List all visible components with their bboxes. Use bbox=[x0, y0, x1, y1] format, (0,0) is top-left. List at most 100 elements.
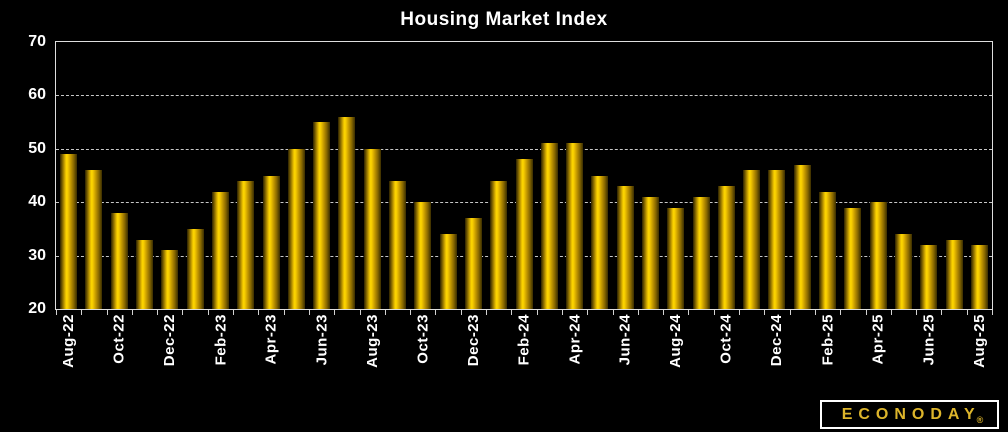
bar-Oct-24 bbox=[717, 186, 735, 309]
bar-Nov-23 bbox=[439, 234, 457, 309]
x-tick bbox=[182, 310, 183, 315]
y-axis-label-60: 60 bbox=[28, 86, 46, 104]
x-axis-label-Feb-25: Feb-25 bbox=[819, 314, 837, 366]
bar-Apr-25 bbox=[869, 202, 887, 309]
registered-trademark-icon: ® bbox=[976, 415, 984, 425]
x-axis-label-Oct-23: Oct-23 bbox=[414, 314, 432, 364]
bar-Jun-25 bbox=[920, 244, 938, 309]
x-tick bbox=[410, 310, 411, 315]
x-axis-label-Aug-24: Aug-24 bbox=[667, 314, 685, 368]
x-tick bbox=[511, 310, 512, 315]
x-tick bbox=[941, 310, 942, 315]
bar-Feb-23 bbox=[211, 191, 229, 309]
x-axis-ticks bbox=[56, 310, 993, 316]
bar-Aug-23 bbox=[363, 148, 381, 309]
bar-May-24 bbox=[591, 175, 609, 309]
y-axis-label-30: 30 bbox=[28, 246, 46, 264]
chart-title: Housing Market Index bbox=[400, 9, 608, 30]
x-tick bbox=[688, 310, 689, 315]
x-tick bbox=[866, 310, 867, 315]
bar-Apr-23 bbox=[262, 175, 280, 309]
bar-Sep-23 bbox=[389, 180, 406, 309]
x-axis-label-Oct-22: Oct-22 bbox=[110, 314, 128, 364]
bar-Oct-23 bbox=[414, 202, 432, 309]
x-axis-label-Feb-23: Feb-23 bbox=[211, 314, 229, 366]
bar-Aug-24 bbox=[667, 207, 685, 309]
bar-Nov-22 bbox=[136, 239, 154, 309]
bar-Jan-25 bbox=[793, 164, 811, 309]
x-axis-label-Jun-24: Jun-24 bbox=[616, 314, 634, 366]
x-tick bbox=[916, 310, 917, 315]
bar-Sep-24 bbox=[692, 196, 710, 309]
x-tick bbox=[132, 310, 133, 315]
x-tick bbox=[81, 310, 82, 315]
gridline-60 bbox=[56, 95, 992, 97]
x-tick bbox=[56, 310, 57, 315]
bar-Dec-22 bbox=[161, 250, 179, 309]
x-tick bbox=[334, 310, 335, 315]
bar-Dec-24 bbox=[768, 170, 786, 309]
bar-May-25 bbox=[894, 234, 912, 309]
x-tick bbox=[360, 310, 361, 315]
x-axis-label-Jun-23: Jun-23 bbox=[313, 314, 331, 366]
x-tick bbox=[385, 310, 386, 315]
x-tick bbox=[562, 310, 563, 315]
x-axis-label-Aug-22: Aug-22 bbox=[60, 314, 78, 368]
bar-Jul-23 bbox=[338, 116, 356, 309]
x-axis-label-Dec-24: Dec-24 bbox=[768, 314, 786, 367]
x-axis-label-Feb-24: Feb-24 bbox=[515, 314, 533, 366]
bar-Feb-24 bbox=[515, 159, 533, 309]
x-tick bbox=[107, 310, 108, 315]
x-tick bbox=[284, 310, 285, 315]
x-tick bbox=[815, 310, 816, 315]
plot-area bbox=[55, 41, 993, 310]
x-axis-label-Oct-24: Oct-24 bbox=[717, 314, 735, 364]
econoday-logo: ECONODAY ® bbox=[820, 400, 999, 429]
x-tick bbox=[461, 310, 462, 315]
x-axis-label-Dec-23: Dec-23 bbox=[464, 314, 482, 367]
bar-Nov-24 bbox=[743, 170, 761, 309]
x-tick bbox=[663, 310, 664, 315]
bar-Jan-23 bbox=[186, 228, 204, 309]
bar-Jul-24 bbox=[641, 196, 659, 309]
bar-Jan-24 bbox=[490, 180, 508, 309]
bar-Aug-22 bbox=[60, 154, 78, 309]
bar-Sep-22 bbox=[85, 170, 103, 309]
x-tick bbox=[967, 310, 968, 315]
x-tick bbox=[208, 310, 209, 315]
x-tick bbox=[992, 310, 993, 315]
x-tick bbox=[157, 310, 158, 315]
x-axis-label-Dec-22: Dec-22 bbox=[161, 314, 179, 367]
x-axis-label-Apr-23: Apr-23 bbox=[262, 314, 280, 365]
x-axis-label-Jun-25: Jun-25 bbox=[920, 314, 938, 366]
bar-Jun-24 bbox=[616, 186, 634, 309]
x-tick bbox=[309, 310, 310, 315]
y-axis-label-40: 40 bbox=[28, 193, 46, 211]
x-axis-label-Aug-23: Aug-23 bbox=[363, 314, 381, 368]
bar-Mar-25 bbox=[844, 207, 862, 309]
bar-Feb-25 bbox=[819, 191, 837, 309]
x-tick bbox=[739, 310, 740, 315]
x-tick bbox=[638, 310, 639, 315]
x-tick bbox=[790, 310, 791, 315]
bar-Mar-24 bbox=[540, 143, 558, 309]
bar-Jul-25 bbox=[945, 239, 963, 309]
x-axis-label-Aug-25: Aug-25 bbox=[970, 314, 988, 368]
bar-May-23 bbox=[287, 148, 305, 309]
econoday-logo-text: ECONODAY bbox=[841, 405, 981, 423]
y-axis-label-70: 70 bbox=[28, 33, 46, 50]
x-tick bbox=[233, 310, 234, 315]
x-tick bbox=[891, 310, 892, 315]
bar-Dec-23 bbox=[464, 218, 482, 309]
x-tick bbox=[840, 310, 841, 315]
x-tick bbox=[486, 310, 487, 315]
x-tick bbox=[613, 310, 614, 315]
y-axis-label-20: 20 bbox=[28, 300, 46, 317]
x-tick bbox=[714, 310, 715, 315]
bar-Apr-24 bbox=[566, 143, 584, 309]
x-axis-label-Apr-25: Apr-25 bbox=[869, 314, 887, 365]
gridline-50 bbox=[56, 148, 992, 150]
x-tick bbox=[258, 310, 259, 315]
bar-Jun-23 bbox=[313, 122, 331, 309]
